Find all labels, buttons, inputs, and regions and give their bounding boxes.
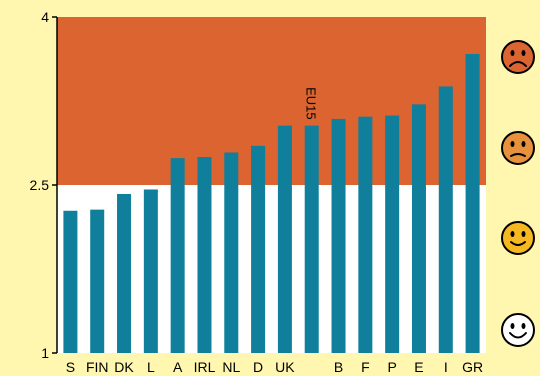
bar-b — [331, 118, 346, 353]
y-ticks-group: 12.54 — [30, 9, 57, 361]
x-category-label: IRL — [194, 359, 216, 375]
x-category-label: B — [334, 359, 343, 375]
bar-p — [385, 115, 400, 353]
very-sad-face-icon — [501, 40, 535, 74]
bar-nl — [224, 152, 239, 353]
x-category-labels: S FIN DK L A IRL NL D UK B F P E I GR — [66, 359, 483, 375]
bar-irl — [197, 157, 212, 353]
annotation-eu15: EU15 — [304, 87, 319, 120]
sad-face-icon — [501, 131, 535, 165]
bar-i — [438, 86, 453, 353]
bar-f — [358, 116, 373, 354]
x-category-label: FIN — [86, 359, 109, 375]
x-category-label: A — [173, 359, 183, 375]
bar-d — [251, 145, 266, 353]
x-category-label: D — [253, 359, 263, 375]
bar-a — [170, 158, 185, 353]
x-category-label: GR — [462, 359, 483, 375]
x-category-label: NL — [222, 359, 240, 375]
y-tick-label: 1 — [41, 345, 49, 361]
very-happy-face-icon — [501, 313, 535, 347]
bar-e — [411, 104, 426, 353]
bar-uk — [277, 125, 292, 353]
bar-l — [143, 189, 158, 353]
face-scale — [501, 40, 535, 347]
bar-eu15 — [304, 125, 319, 353]
y-tick-label: 4 — [41, 9, 49, 25]
x-category-label: S — [66, 359, 75, 375]
bar-s — [63, 210, 78, 353]
x-category-label: DK — [114, 359, 134, 375]
x-category-label: I — [444, 359, 448, 375]
bar-gr — [465, 53, 480, 354]
x-category-label: P — [387, 359, 396, 375]
bar-fin — [90, 209, 105, 353]
y-tick-label: 2.5 — [30, 177, 50, 193]
x-category-label: E — [414, 359, 423, 375]
bar-dk — [117, 193, 132, 353]
x-category-label: UK — [275, 359, 295, 375]
bars-group: EU15 — [63, 53, 480, 354]
x-category-label: F — [361, 359, 370, 375]
happy-face-icon — [501, 221, 535, 255]
x-category-label: L — [147, 359, 155, 375]
